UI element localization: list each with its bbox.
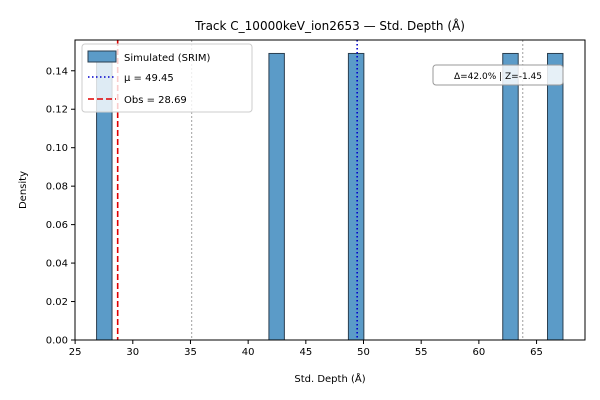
legend-label-simulated: Simulated (SRIM) [124,53,210,64]
x-tick-label-5: 50 [357,347,370,358]
axis-ticks: 25 30 35 40 45 50 55 60 65 0.00 0.02 0.04 0.06 0.08 0.… [46,66,543,358]
histogram-bar-2 [347,52,365,341]
y-tick-label-5: 0.10 [46,143,68,154]
x-tick-label-3: 40 [242,347,255,358]
legend-swatch-simulated [87,50,117,63]
x-tick-label-6: 55 [415,347,428,358]
legend-label-mean: μ = 49.45 [124,73,174,84]
annotation-text: Δ=42.0% | Z=-1.45 [454,72,542,82]
annotation-box [432,64,564,86]
y-tick-label-2: 0.04 [46,259,68,270]
x-tick-label-7: 60 [473,347,486,358]
axes-frame [74,39,586,341]
x-tick-label-4: 45 [299,347,312,358]
legend-box [81,43,253,113]
y-tick-label-7: 0.14 [46,66,68,77]
x-axis-label: Std. Depth (Å) [294,372,365,385]
y-tick-label-0: 0.00 [46,336,68,347]
histogram-bar-3 [502,52,519,341]
y-tick-label-1: 0.02 [46,297,68,308]
stats-annotation: Δ=42.0% | Z=-1.45 [432,64,564,86]
x-tick-label-1: 30 [126,347,139,358]
legend-label-observed: Obs = 28.69 [124,95,187,106]
legend: Simulated (SRIM) μ = 49.45 Obs = 28.69 [81,43,253,113]
x-tick-label-2: 35 [184,347,197,358]
histogram-bar-4 [547,52,564,341]
y-tick-label-4: 0.08 [46,182,68,193]
y-tick-label-3: 0.06 [46,220,68,231]
y-tick-label-6: 0.12 [46,105,68,116]
chart-title: Track C_10000keV_ion2653 — Std. Depth (Å… [194,18,465,33]
histogram-bar-1 [268,52,285,341]
x-tick-label-0: 25 [69,347,82,358]
y-axis-label: Density [18,171,29,209]
x-tick-label-8: 65 [530,347,543,358]
